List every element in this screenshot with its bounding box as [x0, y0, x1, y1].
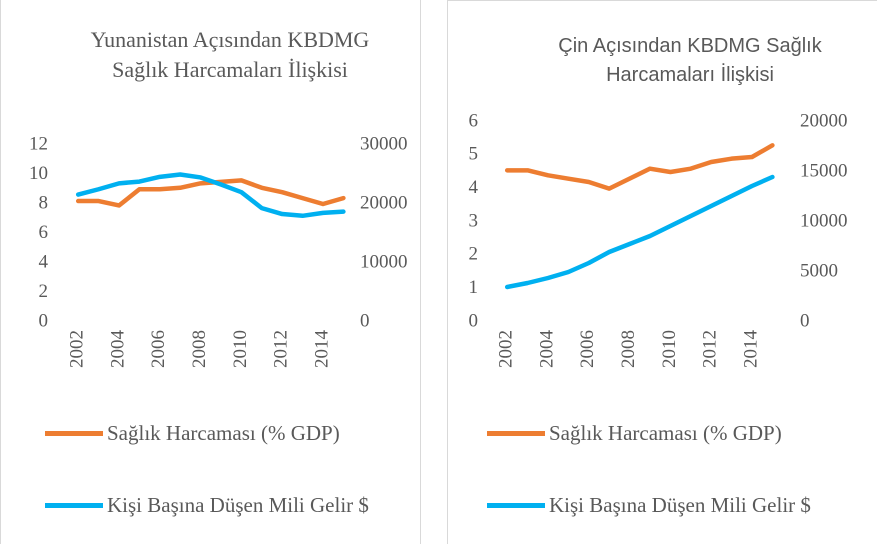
legend-label: Kişi Başına Düşen Mili Gelir $: [549, 493, 811, 517]
series-line: [504, 174, 775, 290]
legend-entry: Sağlık Harcaması (% GDP): [45, 418, 375, 448]
legend-entry: Kişi Başına Düşen Mili Gelir $: [487, 490, 847, 520]
chart-title: Yunanistan Açısından KBDMG Sağlık Harcam…: [90, 27, 370, 82]
legend-label: Sağlık Harcaması (% GDP): [107, 421, 340, 445]
legend-label: Kişi Başına Düşen Mili Gelir $: [107, 493, 369, 517]
y-tick-label: 10: [29, 163, 48, 184]
y2-tick-label: 0: [360, 310, 370, 331]
x-tick-label: 2002: [496, 330, 517, 368]
y-tick-label: 8: [39, 192, 49, 213]
x-tick-label: 2014: [740, 330, 761, 369]
x-tick-label: 2012: [700, 330, 721, 368]
legend-entry: Sağlık Harcaması (% GDP): [487, 418, 847, 448]
x-tick-label: 2008: [618, 330, 639, 368]
series-line: [504, 143, 775, 191]
y-tick-label: 4: [469, 177, 479, 198]
y-tick-label: 4: [39, 251, 49, 272]
y-tick-label: 0: [469, 310, 479, 331]
x-tick-label: 2010: [230, 330, 251, 368]
legend-swatch: [45, 503, 103, 508]
chart-title: Çin Açısından KBDMG Sağlık Harcamaları İ…: [558, 35, 822, 86]
y2-tick-label: 30000: [360, 133, 408, 154]
panel-frame: [0, 0, 421, 544]
y-tick-label: 2: [469, 244, 479, 265]
y2-tick-label: 5000: [800, 260, 838, 281]
y-tick-label: 1: [469, 277, 479, 298]
y2-tick-label: 20000: [800, 110, 848, 131]
panel-frame: [447, 0, 877, 544]
legend-swatch: [45, 431, 103, 436]
legend-swatch: [487, 431, 545, 436]
y2-tick-label: 15000: [800, 160, 848, 181]
series-line: [75, 172, 346, 219]
y2-tick-label: 10000: [360, 251, 408, 272]
x-tick-label: 2002: [67, 330, 88, 368]
legend-label: Sağlık Harcaması (% GDP): [549, 421, 782, 445]
x-tick-label: 2006: [148, 330, 169, 368]
x-tick-label: 2004: [107, 330, 128, 369]
x-tick-label: 2012: [271, 330, 292, 368]
y-tick-label: 6: [469, 110, 479, 131]
y2-tick-label: 0: [800, 310, 810, 331]
y-tick-label: 12: [29, 133, 48, 154]
legend-entry: Kişi Başına Düşen Mili Gelir $: [45, 490, 375, 520]
x-tick-label: 2010: [659, 330, 680, 368]
x-tick-label: 2014: [311, 330, 332, 369]
y-tick-label: 5: [469, 144, 479, 165]
y-tick-label: 6: [39, 222, 49, 243]
y2-tick-label: 20000: [360, 192, 408, 213]
y-tick-label: 2: [39, 281, 49, 302]
y2-tick-label: 10000: [800, 210, 848, 231]
x-tick-label: 2008: [189, 330, 210, 368]
y-tick-label: 0: [39, 310, 49, 331]
x-tick-label: 2006: [577, 330, 598, 368]
legend-swatch: [487, 503, 545, 508]
y-tick-label: 3: [469, 210, 479, 231]
x-tick-label: 2004: [536, 330, 557, 369]
